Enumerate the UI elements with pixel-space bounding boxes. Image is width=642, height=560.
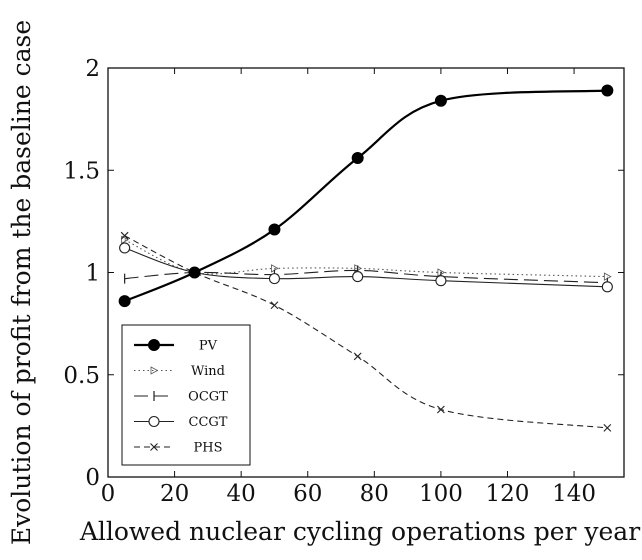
data-point-pv	[188, 266, 201, 279]
legend-label-phs: PHS	[194, 441, 223, 456]
legend-marker-pv	[148, 339, 160, 351]
x-tick-label: 40	[227, 481, 256, 507]
legend-label-wind: Wind	[191, 364, 225, 379]
legend-box	[121, 324, 251, 466]
x-axis-label: Allowed nuclear cycling operations per y…	[79, 517, 640, 546]
data-point-wind	[121, 235, 129, 244]
x-tick-label: 0	[101, 481, 116, 507]
data-point-phs	[603, 424, 612, 432]
data-point-ccgt	[435, 275, 447, 287]
data-point-pv	[601, 84, 614, 97]
legend-entry-ocgt: OCGT	[134, 390, 228, 405]
data-point-pv	[434, 94, 447, 107]
legend-entry-ccgt: CCGT	[134, 415, 228, 430]
data-point-phs	[270, 301, 279, 310]
y-axis-label: Evolution of profit from the baseline ca…	[7, 20, 36, 545]
x-tick-label: 140	[552, 481, 596, 507]
data-point-phs	[437, 405, 445, 414]
legend-label-ocgt: OCGT	[188, 390, 228, 405]
legend-marker-wind	[150, 366, 159, 375]
legend-entry-pv: PV	[134, 339, 218, 354]
x-tick-label: 60	[293, 481, 322, 507]
y-tick-label: 0	[85, 465, 100, 491]
data-point-phs	[353, 352, 362, 361]
y-tick-label: 2	[85, 56, 100, 82]
series-pv	[118, 84, 614, 308]
legend-entry-wind: Wind	[134, 364, 225, 379]
data-point-ccgt	[119, 242, 131, 254]
data-point-pv	[118, 295, 131, 308]
legend: PV Wind OCGT CCGT PHS	[121, 324, 251, 466]
data-point-ccgt	[268, 273, 281, 285]
plot-frame	[107, 67, 625, 478]
series-lines-layer	[118, 84, 614, 432]
x-tick-label: 20	[160, 481, 189, 507]
data-point-ccgt	[601, 281, 613, 293]
x-tick-label: 120	[486, 481, 530, 507]
data-point-pv	[268, 223, 281, 236]
legend-label-ccgt: CCGT	[189, 415, 228, 430]
legend-marker-ccgt	[148, 415, 160, 428]
y-tick-label: 1	[85, 261, 100, 287]
legend-marker-phs	[150, 443, 158, 451]
data-point-ccgt	[352, 271, 364, 283]
legend-entry-phs: PHS	[134, 441, 223, 456]
y-tick-label: 1.5	[63, 158, 100, 184]
y-tick-label: 0.5	[63, 363, 100, 389]
data-point-phs	[120, 231, 129, 240]
data-point-pv	[351, 151, 364, 164]
x-tick-label: 100	[419, 481, 463, 507]
axis-ticks-layer: 0 20 40 60 80 100 120 140 0 0.5 1 1.5 2	[63, 56, 624, 507]
x-tick-label: 80	[360, 481, 389, 507]
legend-label-pv: PV	[199, 339, 218, 354]
